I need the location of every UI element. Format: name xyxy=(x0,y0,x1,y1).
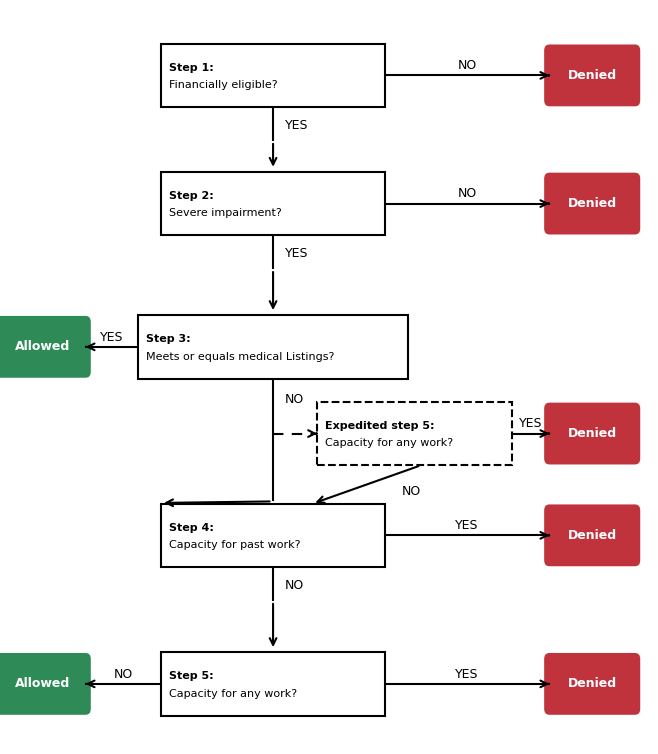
FancyBboxPatch shape xyxy=(544,403,640,464)
Text: Expedited step 5:: Expedited step 5: xyxy=(325,421,434,431)
Text: Allowed: Allowed xyxy=(15,677,70,691)
Bar xyxy=(161,652,385,716)
Text: YES: YES xyxy=(519,417,542,431)
Text: Denied: Denied xyxy=(568,69,617,82)
FancyBboxPatch shape xyxy=(544,44,640,106)
Text: Step 3:: Step 3: xyxy=(146,334,191,345)
Text: Step 2:: Step 2: xyxy=(169,191,214,201)
Bar xyxy=(317,402,512,465)
Text: YES: YES xyxy=(455,667,479,681)
Text: Capacity for past work?: Capacity for past work? xyxy=(169,540,301,550)
Text: Allowed: Allowed xyxy=(15,340,70,354)
Text: Capacity for any work?: Capacity for any work? xyxy=(325,438,453,449)
Text: NO: NO xyxy=(114,667,133,681)
Text: Severe impairment?: Severe impairment? xyxy=(169,208,282,219)
FancyBboxPatch shape xyxy=(544,504,640,566)
Text: Capacity for any work?: Capacity for any work? xyxy=(169,688,297,699)
Text: Financially eligible?: Financially eligible? xyxy=(169,80,278,90)
FancyBboxPatch shape xyxy=(0,316,91,378)
Text: NO: NO xyxy=(285,579,304,592)
Text: NO: NO xyxy=(401,485,421,498)
Text: Denied: Denied xyxy=(568,197,617,210)
Bar xyxy=(138,315,408,379)
Text: Step 4:: Step 4: xyxy=(169,523,214,533)
FancyBboxPatch shape xyxy=(544,173,640,234)
Text: Denied: Denied xyxy=(568,677,617,691)
Text: NO: NO xyxy=(285,393,304,406)
Text: Denied: Denied xyxy=(568,427,617,440)
Bar xyxy=(161,44,385,107)
Text: Step 1:: Step 1: xyxy=(169,63,214,73)
Text: YES: YES xyxy=(285,247,309,260)
Text: YES: YES xyxy=(100,330,124,344)
Bar xyxy=(161,172,385,235)
Text: Denied: Denied xyxy=(568,529,617,542)
FancyBboxPatch shape xyxy=(544,653,640,715)
Text: NO: NO xyxy=(457,187,477,201)
Text: YES: YES xyxy=(285,119,309,132)
Text: NO: NO xyxy=(457,59,477,72)
Bar xyxy=(161,504,385,567)
Text: Meets or equals medical Listings?: Meets or equals medical Listings? xyxy=(146,351,334,362)
Text: Step 5:: Step 5: xyxy=(169,671,214,682)
Text: YES: YES xyxy=(455,519,479,532)
FancyBboxPatch shape xyxy=(0,653,91,715)
